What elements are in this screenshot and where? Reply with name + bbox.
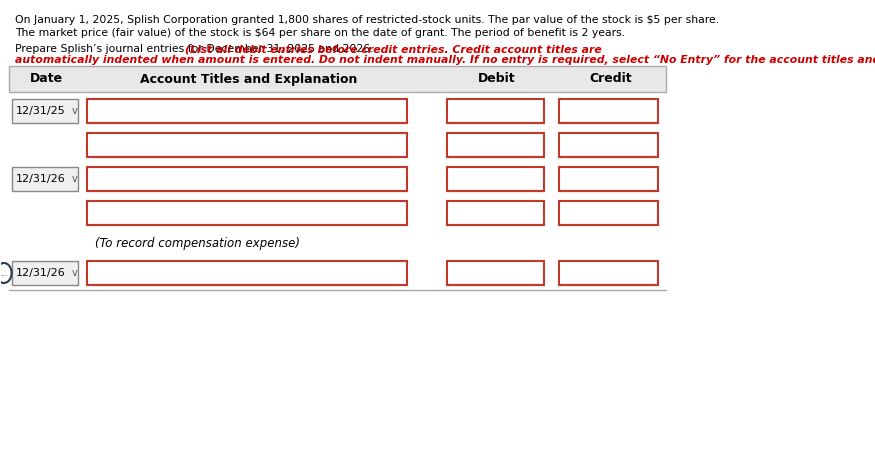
Text: (List all debit entries before credit entries. Credit account titles are: (List all debit entries before credit en… [186,44,602,54]
Text: 12/31/26: 12/31/26 [17,174,66,184]
Bar [558,261,658,285]
Bar [558,99,658,123]
Text: Compensation Expense: Compensation Expense [93,268,224,278]
Text: enter 0 for the amounts. Record journal entries in the order presented in the pr: enter 0 for the amounts. Record journal … [15,66,552,76]
Bar [447,133,544,157]
Bar [87,133,407,157]
Bar [447,99,544,123]
Text: On January 1, 2025, Splish Corporation granted 1,800 shares of restricted-stock : On January 1, 2025, Splish Corporation g… [15,15,718,25]
Text: The market price (fair value) of the stock is $64 per share on the date of grant: The market price (fair value) of the sto… [15,28,625,38]
Text: ...: ... [0,269,8,278]
Text: 12/31/25: 12/31/25 [17,106,66,116]
Bar [447,201,544,225]
Bar [9,66,666,92]
Text: 12/31/26: 12/31/26 [17,268,66,278]
Text: Unearned Compensation: Unearned Compensation [93,208,232,218]
Bar [87,99,407,123]
Bar [447,167,544,191]
Text: (To record compensation expense): (To record compensation expense) [94,237,299,249]
Bar [87,167,407,191]
Bar [11,167,78,191]
Text: Unearned Compensation: Unearned Compensation [93,106,232,116]
Text: Paid-in Capital in Excess of Par - Common Stock: Paid-in Capital in Excess of Par - Commo… [93,140,360,150]
Bar [11,261,78,285]
Bar [87,201,407,225]
Text: Account Titles and Explanation: Account Titles and Explanation [140,72,357,86]
Text: automatically indented when amount is entered. Do not indent manually. If no ent: automatically indented when amount is en… [15,55,875,65]
Bar [11,99,78,123]
Bar [447,261,544,285]
Bar [87,261,407,285]
Bar [558,201,658,225]
Text: Credit: Credit [589,72,632,86]
Text: Debit: Debit [478,72,515,86]
Text: Date: Date [30,72,63,86]
Circle shape [0,263,11,283]
Bar [558,133,658,157]
Text: v: v [72,174,77,184]
Text: Compensation Expense: Compensation Expense [93,174,224,184]
Bar [558,167,658,191]
Text: Prepare Splish’s journal entries for December 31, 2025 and 2026.: Prepare Splish’s journal entries for Dec… [15,44,376,54]
Text: v: v [72,268,77,278]
Text: v: v [72,106,77,116]
